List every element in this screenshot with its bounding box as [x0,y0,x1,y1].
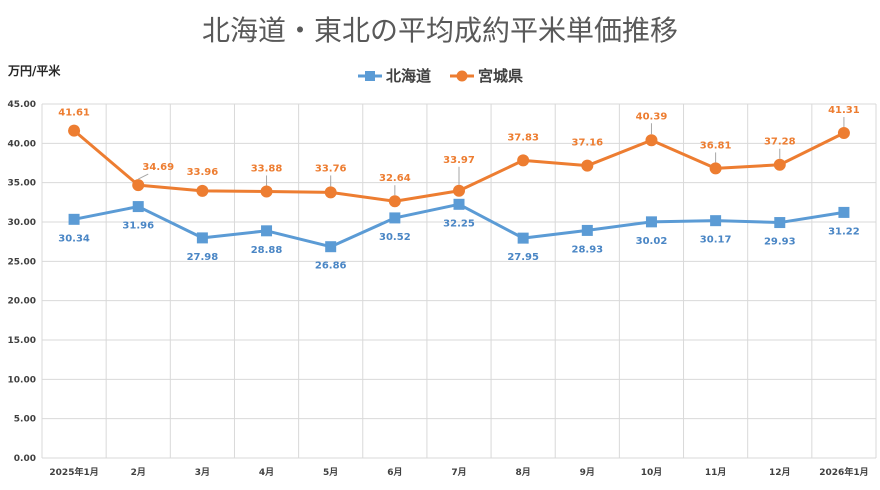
x-tick-label: 12月 [769,467,791,478]
data-point-circle [581,159,594,172]
data-label: 33.88 [251,163,283,174]
y-tick-label: 5.00 [14,415,36,425]
y-tick-label: 30.00 [8,218,36,228]
data-label: 28.88 [251,245,283,256]
x-tick-label: 2025年1月 [49,466,98,478]
data-label: 41.31 [828,105,860,116]
data-point-circle [645,134,658,147]
y-tick-label: 0.00 [14,454,36,464]
x-tick-label: 5月 [323,467,338,478]
data-point-square [517,232,529,244]
data-labels: 30.34 31.96 27.98 28.88 26.86 30.52 32.25 27.95… [58,105,860,272]
data-label: 29.93 [764,237,796,248]
x-tick-label: 6月 [387,467,402,478]
gridlines [41,103,877,459]
data-label: 30.52 [379,232,411,243]
y-tick-label: 25.00 [8,257,36,267]
data-point-square [453,198,465,210]
x-tick-label: 2026年1月 [819,466,868,478]
y-tick-label: 45.00 [8,100,36,110]
x-tick-label: 3月 [195,467,210,478]
legend-item-hokkaido[interactable]: 北海道 [358,67,431,85]
data-point-square [389,212,401,224]
data-label: 33.96 [187,167,219,178]
data-point-circle [196,184,209,197]
data-point-square [68,213,80,225]
legend: 北海道 宮城県 [358,67,523,85]
data-label: 32.25 [443,218,475,229]
data-point-square [645,216,657,228]
x-tick-label: 8月 [516,467,531,478]
data-point-square [710,215,722,227]
y-tick-label: 15.00 [8,336,36,346]
data-label: 27.98 [187,252,219,263]
data-point-circle [773,158,786,171]
x-tick-label: 7月 [451,467,466,478]
x-tick-label: 9月 [580,467,595,478]
data-label: 26.86 [315,261,347,272]
data-label: 36.81 [700,140,732,151]
data-point-circle [453,184,465,197]
series-layer [68,124,850,253]
y-tick-label: 10.00 [8,375,36,385]
data-point-square [325,241,337,253]
data-label: 28.93 [571,244,603,255]
legend-label-miyagi: 宮城県 [478,67,523,85]
x-axis-ticks: 2025年1月 2月 3月 4月 5月 6月 7月 8月 9月 10月 11月 12月 2026年1月 [49,466,868,478]
y-tick-label: 40.00 [8,139,36,149]
data-point-square [261,225,273,237]
data-point-circle [68,124,81,137]
data-point-square [581,224,593,236]
data-point-square [196,232,208,244]
data-label: 31.22 [828,226,860,237]
data-label: 27.95 [507,252,539,263]
data-point-circle [324,186,337,199]
data-label: 31.96 [122,221,154,232]
data-label: 33.97 [443,155,475,166]
y-axis-unit-label: 万円/平米 [7,63,61,78]
y-axis-ticks: 0.00 5.00 10.00 15.00 20.00 25.00 30.00 35.00 40… [8,100,36,464]
x-tick-label: 2月 [131,467,146,478]
y-tick-label: 35.00 [8,179,36,189]
data-point-circle [709,162,722,175]
x-tick-label: 4月 [259,467,274,478]
data-label: 30.34 [58,233,90,244]
data-label: 41.61 [58,108,90,119]
legend-label-hokkaido: 北海道 [386,67,431,85]
data-label: 37.28 [764,137,796,148]
data-label: 30.17 [700,235,732,246]
data-point-circle [388,195,401,208]
data-point-circle [132,179,145,192]
y-tick-label: 20.00 [8,297,36,307]
chart-title: 北海道・東北の平均成約平米単価推移 [202,14,678,47]
leader-line [138,173,149,180]
x-tick-label: 10月 [641,467,663,478]
data-point-circle [517,154,530,167]
legend-marker-circle-icon [456,70,468,82]
data-label: 30.02 [636,236,668,247]
data-label: 37.83 [507,132,539,143]
data-label: 37.16 [571,138,603,149]
data-point-square [774,217,786,229]
data-point-square [838,206,850,218]
data-label: 33.76 [315,163,347,174]
data-label: 32.64 [379,173,411,184]
data-point-circle [260,185,273,198]
data-point-circle [837,127,850,140]
data-label: 34.69 [142,162,174,173]
legend-marker-square-icon [365,71,375,81]
data-point-square [132,201,144,213]
legend-item-miyagi[interactable]: 宮城県 [450,67,523,85]
data-label: 40.39 [636,111,668,122]
x-tick-label: 11月 [705,467,727,478]
